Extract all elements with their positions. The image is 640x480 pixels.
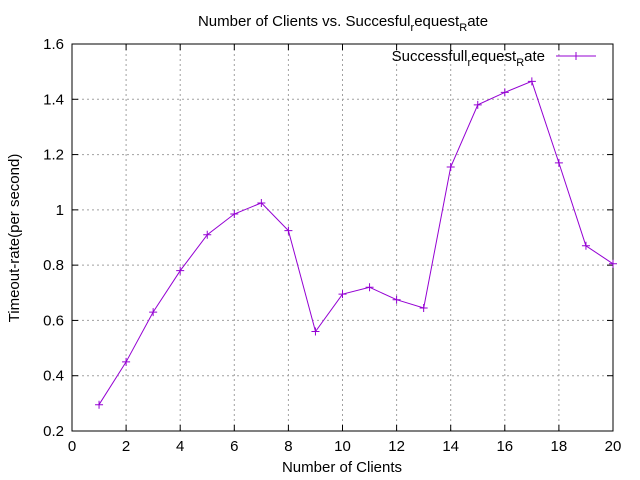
legend-label: SuccessfullrequestRate — [392, 48, 545, 69]
data-point-marker — [311, 327, 319, 335]
y-tick-labels: 0.2 0.4 0.6 0.8 1 1.2 1.4 1.6 — [43, 36, 64, 440]
data-point-marker — [420, 304, 428, 312]
chart-title: Number of Clients vs. SuccesfulrequestRa… — [198, 13, 488, 34]
data-point-marker — [230, 210, 238, 218]
x-tick-label: 10 — [334, 438, 351, 455]
legend-marker — [572, 52, 580, 60]
x-tick-label: 18 — [551, 438, 568, 455]
x-tick-label: 4 — [176, 438, 184, 455]
grid — [72, 44, 613, 431]
data-point-marker — [582, 242, 590, 250]
y-tick-label: 0.8 — [43, 257, 64, 274]
x-tick-label: 20 — [605, 438, 622, 455]
y-tick-label: 1.2 — [43, 147, 64, 164]
x-tick-label: 12 — [388, 438, 405, 455]
data-point-marker — [447, 163, 455, 171]
data-point-marker — [339, 290, 347, 298]
x-tick-labels: 0 2 4 6 8 10 12 14 16 18 20 — [68, 438, 622, 455]
y-tick-label: 1.4 — [43, 91, 64, 108]
data-point-marker — [501, 88, 509, 96]
x-tick-label: 16 — [496, 438, 513, 455]
data-point-marker — [393, 296, 401, 304]
y-tick-label: 1.6 — [43, 36, 64, 53]
data-point-marker — [528, 77, 536, 85]
data-point-marker — [474, 101, 482, 109]
x-tick-label: 2 — [122, 438, 130, 455]
legend: SuccessfullrequestRate — [392, 48, 596, 69]
y-tick-label: 0.6 — [43, 312, 64, 329]
data-point-marker — [555, 159, 563, 167]
x-tick-label: 14 — [442, 438, 459, 455]
data-point-marker — [366, 283, 374, 291]
y-tick-label: 1 — [56, 202, 64, 219]
data-point-marker — [149, 308, 157, 316]
data-point-marker — [176, 267, 184, 275]
data-point-marker — [203, 231, 211, 239]
y-axis-title: Timeout-rate(per second) — [6, 154, 23, 323]
x-axis-title: Number of Clients — [282, 459, 402, 476]
series-group — [95, 77, 617, 408]
series-line — [99, 81, 613, 404]
axis-ticks — [72, 44, 613, 431]
data-point-marker — [609, 260, 617, 268]
plot-frame — [72, 44, 613, 431]
x-tick-label: 6 — [230, 438, 238, 455]
data-point-marker — [95, 401, 103, 409]
y-tick-label: 0.2 — [43, 423, 64, 440]
x-tick-label: 0 — [68, 438, 76, 455]
y-tick-label: 0.4 — [43, 368, 64, 385]
legend-line-sample — [556, 52, 596, 60]
x-tick-label: 8 — [284, 438, 292, 455]
data-point-marker — [122, 358, 130, 366]
